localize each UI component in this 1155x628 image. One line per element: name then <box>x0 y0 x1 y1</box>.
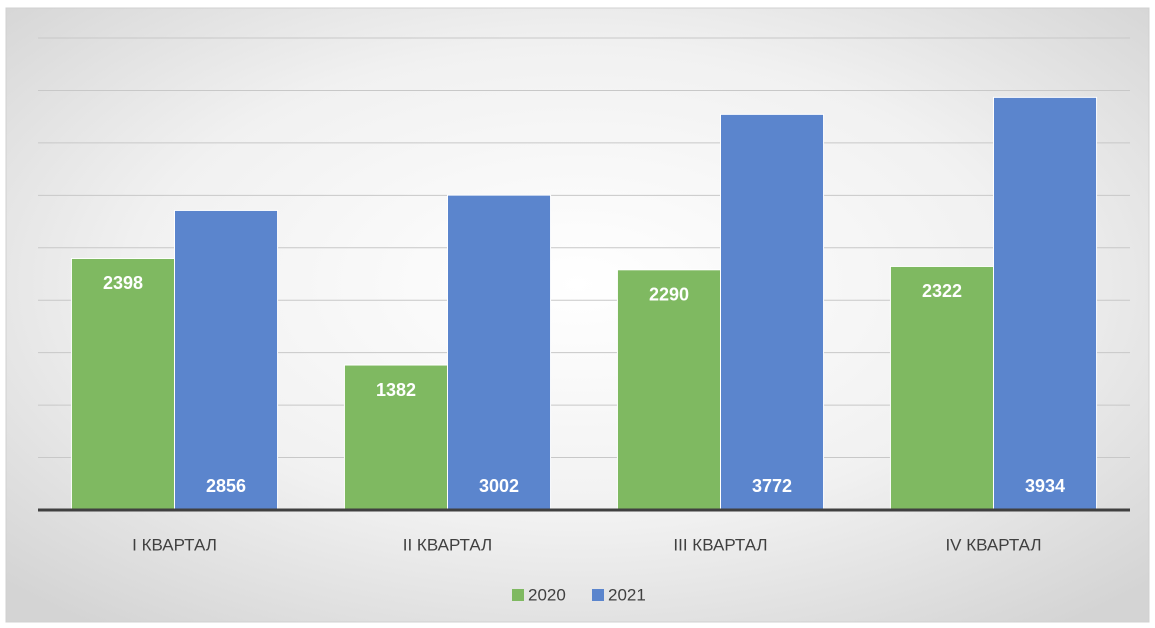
data-label: 2398 <box>103 273 143 293</box>
x-tick-label: I КВАРТАЛ <box>132 535 217 554</box>
data-label: 2322 <box>922 281 962 301</box>
legend-swatch <box>592 589 604 601</box>
x-tick-label: IV КВАРТАЛ <box>945 535 1041 554</box>
data-label: 3002 <box>479 476 519 496</box>
bar <box>174 209 279 511</box>
bar <box>343 364 449 511</box>
data-label: 3772 <box>752 476 792 496</box>
bar <box>70 257 175 511</box>
data-label: 2856 <box>206 476 246 496</box>
data-label: 2290 <box>649 285 689 305</box>
bar <box>616 269 722 511</box>
bar <box>720 113 825 511</box>
legend-swatch <box>512 589 524 601</box>
data-label: 1382 <box>376 380 416 400</box>
plot-area: 2398 2856 I КВАРТАЛ 1382 3002 II КВАРТАЛ 2290 3… <box>38 37 1130 604</box>
bar <box>447 194 552 511</box>
bar <box>993 96 1098 511</box>
x-tick-label: III КВАРТАЛ <box>673 535 767 554</box>
x-tick-label: II КВАРТАЛ <box>403 535 492 554</box>
bar <box>889 265 995 511</box>
legend-label: 2021 <box>608 585 646 604</box>
legend-label: 2020 <box>528 585 566 604</box>
data-label: 3934 <box>1025 476 1065 496</box>
